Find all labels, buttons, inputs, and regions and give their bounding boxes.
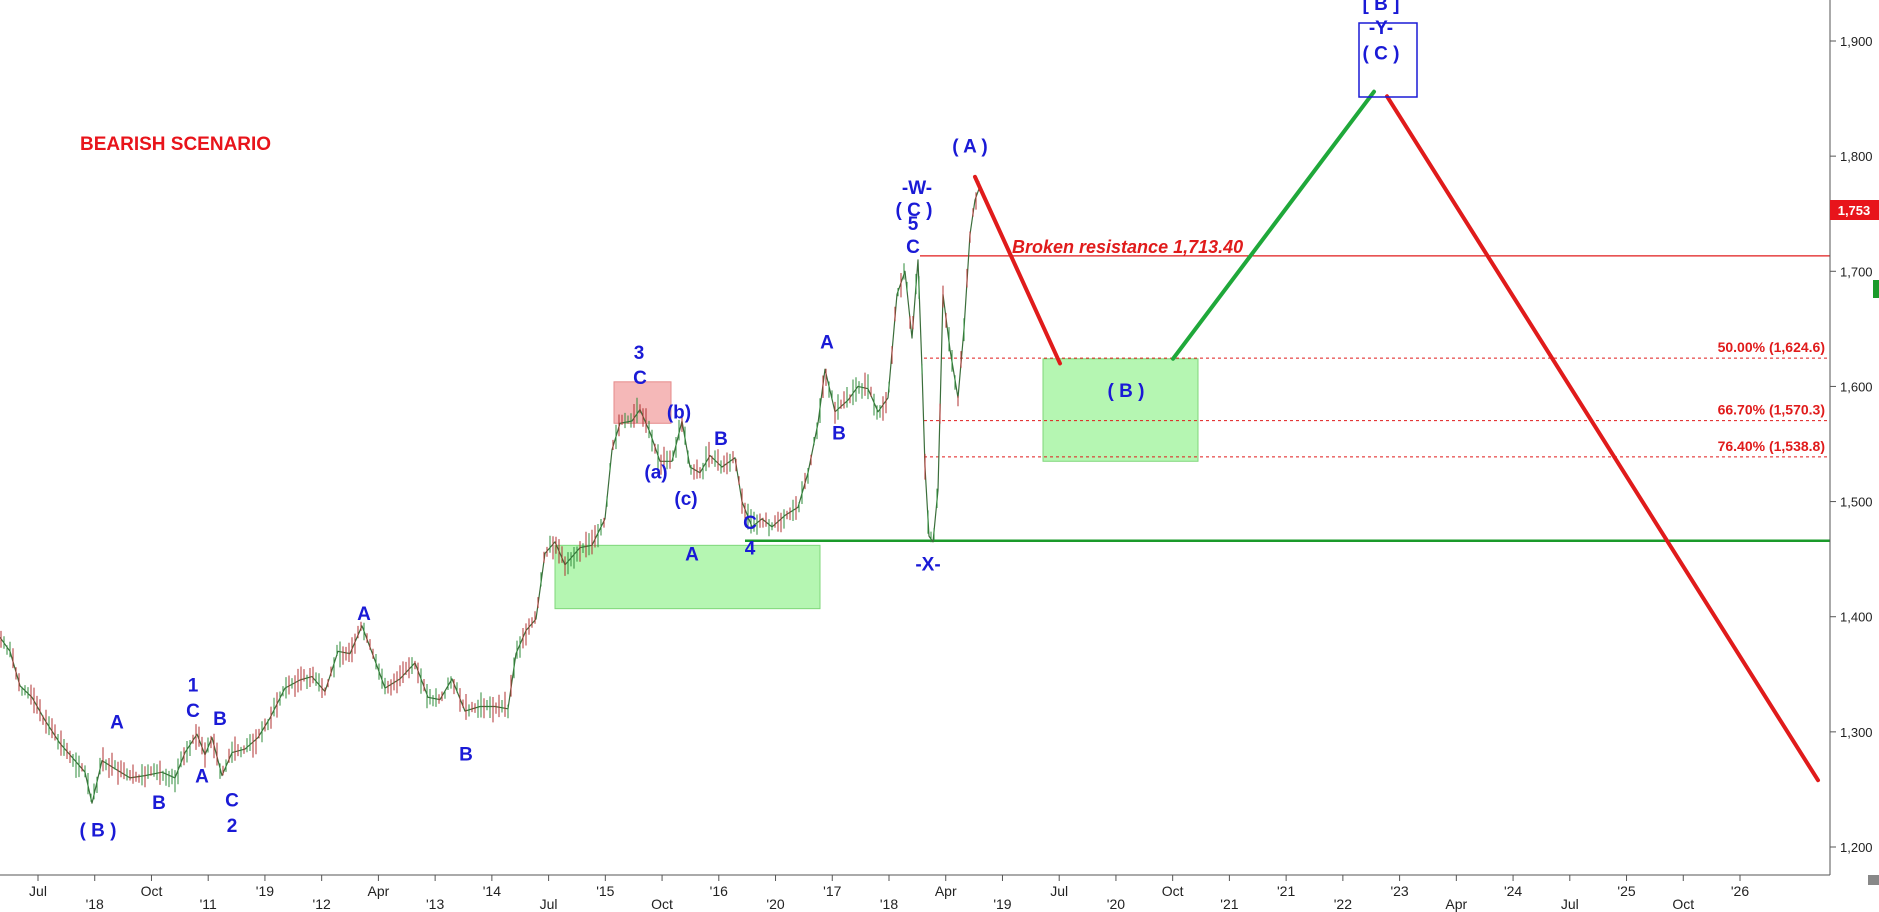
price-layer bbox=[0, 181, 981, 804]
x-tick-label: '16 bbox=[710, 883, 728, 899]
x-tick-label: Jul bbox=[29, 883, 47, 899]
x-tick-label: Oct bbox=[1162, 883, 1184, 899]
wave-label: B bbox=[152, 793, 166, 814]
zones-layer bbox=[554, 358, 1199, 610]
wave-label: (a) bbox=[644, 463, 667, 484]
wave-label: ( B ) bbox=[80, 821, 117, 842]
wave-label: C bbox=[906, 237, 920, 258]
wave-label: 3 bbox=[634, 343, 645, 364]
last-price-label: 1,753 bbox=[1838, 203, 1871, 218]
y-tick-label: 1,800 bbox=[1840, 149, 1873, 164]
wave-label: B bbox=[213, 709, 227, 730]
x-tick-label: '11 bbox=[200, 896, 217, 912]
x-tick-label: '18 bbox=[880, 896, 898, 912]
wave-label: 5 bbox=[908, 214, 919, 235]
wave-label: A bbox=[195, 767, 209, 788]
x-tick-label: '12 bbox=[313, 896, 331, 912]
wave-label: -X- bbox=[915, 555, 940, 576]
wave-label: (c) bbox=[674, 489, 697, 510]
x-tick-label: '14 bbox=[483, 883, 501, 899]
x-axis: Jul '18 Oct '11 '19 '12 Apr '13 '14 Jul '15 Oct '16 '… bbox=[29, 875, 1749, 912]
wave-label: ( C ) bbox=[1363, 43, 1400, 64]
wave-label: C bbox=[633, 368, 647, 389]
x-tick-label: '23 bbox=[1390, 883, 1408, 899]
y-axis: 1,200 1,300 1,400 1,500 1,600 1,700 1,800 1,900 bbox=[1830, 34, 1873, 855]
wave-label: ( B ) bbox=[1108, 381, 1145, 402]
x-tick-label: '13 bbox=[426, 896, 444, 912]
volume-marker bbox=[1873, 280, 1879, 298]
scenario-title: BEARISH SCENARIO bbox=[80, 134, 271, 155]
fib-level-label-0: 50.00% (1,624.6) bbox=[1718, 339, 1825, 355]
x-tick-label: Jul bbox=[1561, 896, 1579, 912]
levels-layer: 50.00% (1,624.6) 66.70% (1,570.3) 76.40% (… bbox=[745, 255, 1830, 542]
wave-label: B bbox=[459, 745, 473, 766]
wave-label: A bbox=[110, 712, 124, 733]
scroll-handle[interactable] bbox=[1868, 875, 1879, 885]
target-box bbox=[1358, 22, 1418, 98]
wave-label: 2 bbox=[227, 816, 238, 837]
x-tick-label: '20 bbox=[1107, 896, 1125, 912]
y-tick-label: 1,700 bbox=[1840, 264, 1873, 279]
wave-label: [ B ] bbox=[1363, 0, 1400, 15]
wave-label: A bbox=[820, 332, 834, 353]
y-tick-label: 1,500 bbox=[1840, 495, 1873, 510]
x-tick-label: Oct bbox=[651, 896, 673, 912]
x-tick-label: Apr bbox=[1445, 896, 1467, 912]
x-tick-label: Jul bbox=[540, 896, 558, 912]
wave-label: C bbox=[225, 791, 239, 812]
wave-label: 4 bbox=[745, 539, 756, 560]
x-tick-label: '19 bbox=[993, 896, 1011, 912]
projection-down-1 bbox=[973, 174, 1062, 366]
fib-level-label-1: 66.70% (1,570.3) bbox=[1718, 402, 1825, 418]
resistance-label: Broken resistance 1,713.40 bbox=[1012, 237, 1243, 257]
x-tick-label: '22 bbox=[1334, 896, 1352, 912]
last-price-badge bbox=[1830, 200, 1879, 220]
wave-label: ( A ) bbox=[952, 137, 988, 158]
wave-label: -Y- bbox=[1369, 18, 1393, 39]
wave-label: ( C ) bbox=[896, 200, 933, 221]
wave-label: 1 bbox=[188, 676, 199, 697]
wave-label: (b) bbox=[667, 403, 691, 424]
wave-label: -W- bbox=[902, 178, 932, 199]
y-tick-label: 1,200 bbox=[1840, 840, 1873, 855]
x-tick-label: '24 bbox=[1504, 883, 1522, 899]
y-tick-label: 1,600 bbox=[1840, 379, 1873, 394]
green-zone-2 bbox=[1042, 358, 1199, 462]
x-tick-label: '19 bbox=[256, 883, 274, 899]
projection-layer bbox=[973, 89, 1820, 783]
x-tick-label: '18 bbox=[86, 896, 104, 912]
fib-level-label-2: 76.40% (1,538.8) bbox=[1718, 438, 1825, 454]
projection-down-2 bbox=[1385, 94, 1820, 783]
x-tick-label: '15 bbox=[596, 883, 614, 899]
wave-label: B bbox=[832, 423, 846, 444]
wave-label: A bbox=[685, 544, 699, 565]
y-tick-label: 1,900 bbox=[1840, 34, 1873, 49]
wave-label: B bbox=[714, 429, 728, 450]
x-tick-label: '25 bbox=[1617, 883, 1635, 899]
x-tick-label: Oct bbox=[141, 883, 163, 899]
x-tick-label: Apr bbox=[368, 883, 390, 899]
wave-label: C bbox=[743, 513, 757, 534]
x-tick-label: '21 bbox=[1220, 896, 1238, 912]
x-tick-label: '21 bbox=[1277, 883, 1295, 899]
y-tick-label: 1,300 bbox=[1840, 725, 1873, 740]
x-tick-label: '26 bbox=[1731, 883, 1749, 899]
wave-label: A bbox=[357, 604, 371, 625]
x-tick-label: Jul bbox=[1050, 883, 1068, 899]
wave-label: C bbox=[186, 701, 200, 722]
x-tick-label: Apr bbox=[935, 883, 957, 899]
y-tick-label: 1,400 bbox=[1840, 610, 1873, 625]
x-tick-label: '20 bbox=[766, 896, 784, 912]
green-zone-0 bbox=[554, 544, 821, 610]
projection-up bbox=[1171, 89, 1376, 361]
x-tick-label: Oct bbox=[1672, 896, 1694, 912]
x-tick-label: '17 bbox=[823, 883, 841, 899]
